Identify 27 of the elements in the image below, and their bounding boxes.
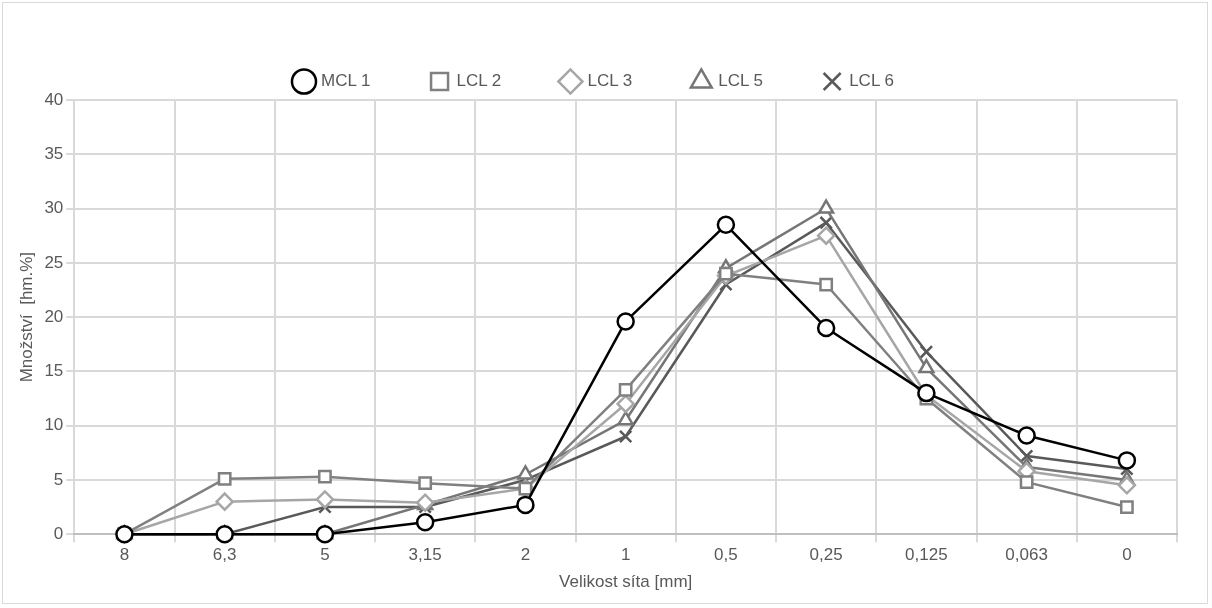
x-tick-label: 0,5	[714, 545, 738, 565]
y-axis-title: Množství [hm.%]	[16, 251, 36, 383]
y-tick-label: 30	[44, 198, 64, 218]
y-tick-label: 15	[44, 361, 64, 381]
legend-label: LCL 5	[718, 71, 764, 91]
x-tick-label: 0,063	[1005, 545, 1048, 565]
legend-label: LCL 6	[849, 71, 894, 91]
y-tick-label: 0	[53, 523, 64, 543]
x-tick-label: 5	[320, 545, 330, 565]
legend-label: LCL 2	[456, 71, 502, 91]
x-tick-label: 0	[1122, 545, 1132, 565]
legend-label: MCL 1	[320, 71, 371, 91]
y-tick-label: 25	[44, 252, 64, 272]
y-tick-label: 5	[53, 469, 64, 489]
y-tick-label: 40	[44, 89, 64, 109]
x-tick-label: 8	[119, 545, 130, 565]
y-tick-label: 35	[44, 143, 64, 163]
x-tick-label: 1	[620, 545, 631, 565]
x-tick-label: 2	[520, 545, 531, 565]
y-tick-label: 20	[44, 306, 64, 326]
x-tick-label: 0,125	[905, 545, 948, 565]
y-tick-label: 10	[44, 415, 64, 435]
x-tick-label: 0,25	[809, 545, 843, 565]
x-axis-title: Velikost síta [mm]	[559, 572, 693, 592]
legend-label: LCL 3	[587, 71, 633, 91]
x-tick-label: 3,15	[408, 545, 442, 565]
x-tick-label: 6,3	[212, 545, 237, 565]
